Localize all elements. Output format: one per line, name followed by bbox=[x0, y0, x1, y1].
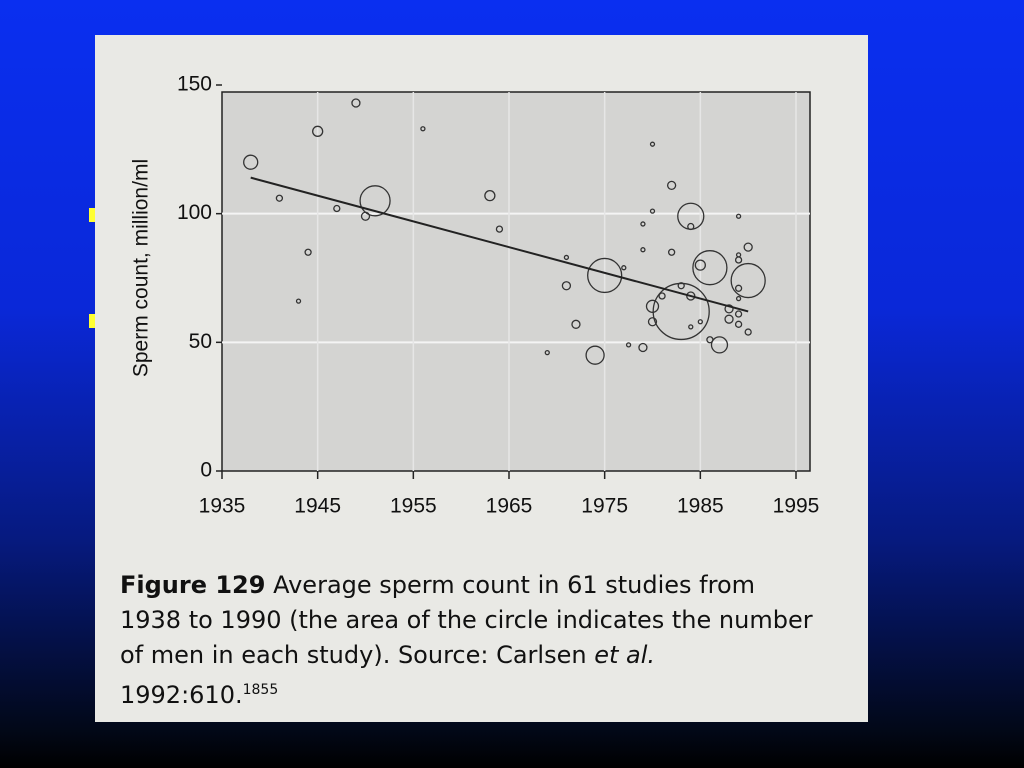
bubble bbox=[666, 180, 677, 191]
bubble bbox=[563, 254, 570, 261]
caption-italic: et al. bbox=[594, 641, 656, 669]
bubble bbox=[351, 98, 361, 108]
bubble bbox=[484, 190, 496, 202]
bubble bbox=[645, 299, 660, 313]
bubble bbox=[692, 250, 728, 286]
bubble bbox=[724, 304, 734, 314]
x-tick-label: 1985 bbox=[677, 495, 724, 518]
bubble bbox=[585, 345, 605, 365]
figure-label: Figure 129 bbox=[120, 571, 266, 599]
bubble bbox=[710, 336, 729, 354]
bubble bbox=[561, 281, 572, 291]
bubble bbox=[621, 265, 627, 271]
bubble bbox=[677, 282, 685, 290]
bubble bbox=[697, 319, 703, 325]
bubble bbox=[735, 295, 742, 302]
bubble bbox=[688, 324, 694, 330]
caption-text: Average sperm count in 61 studies from 1… bbox=[120, 571, 813, 669]
bubble bbox=[735, 213, 742, 219]
bullet bbox=[89, 314, 97, 328]
plot-area bbox=[221, 91, 811, 472]
y-tick-label: 50 bbox=[189, 330, 212, 353]
bubble bbox=[667, 248, 676, 256]
bubble bbox=[640, 221, 646, 227]
caption-superscript: 1855 bbox=[242, 682, 279, 698]
x-tick-label: 1955 bbox=[390, 495, 437, 518]
bubble bbox=[687, 222, 695, 231]
bubble bbox=[734, 320, 743, 328]
bubble bbox=[652, 282, 710, 341]
bubble bbox=[640, 247, 646, 253]
bubble bbox=[706, 336, 714, 344]
bubble bbox=[312, 125, 324, 137]
bubble bbox=[730, 262, 766, 299]
bubble bbox=[734, 256, 743, 264]
bubble bbox=[734, 310, 743, 318]
y-axis-label: Sperm count, million/ml bbox=[130, 159, 153, 377]
bubble bbox=[275, 194, 284, 202]
bubble bbox=[243, 154, 259, 170]
x-tick-label: 1935 bbox=[199, 495, 246, 518]
bubble bbox=[743, 242, 753, 252]
bubble bbox=[495, 225, 504, 233]
y-tick-label: 150 bbox=[177, 73, 212, 96]
bubble bbox=[304, 248, 312, 256]
bubble bbox=[333, 204, 341, 213]
bubble bbox=[647, 317, 658, 327]
x-tick-label: 1945 bbox=[294, 495, 341, 518]
bubble bbox=[544, 349, 550, 356]
x-tick-label: 1965 bbox=[486, 495, 533, 518]
bubble bbox=[359, 185, 391, 217]
bubble bbox=[734, 284, 743, 292]
y-tick-label: 0 bbox=[200, 459, 212, 482]
bubble bbox=[724, 314, 734, 324]
caption: Figure 129 Average sperm count in 61 stu… bbox=[120, 568, 820, 713]
bubble bbox=[649, 141, 656, 147]
bubble bbox=[649, 208, 656, 214]
trend-line bbox=[250, 176, 749, 313]
bubble bbox=[744, 328, 752, 336]
bubble bbox=[658, 292, 666, 300]
bubble bbox=[420, 126, 426, 132]
bullet bbox=[89, 208, 97, 222]
x-tick-label: 1975 bbox=[581, 495, 628, 518]
bubble bbox=[625, 342, 632, 348]
caption-citation: 1992:610. bbox=[120, 681, 243, 709]
bubble bbox=[638, 342, 648, 353]
bubble bbox=[295, 298, 302, 304]
bubble bbox=[571, 319, 581, 329]
y-tick-label: 100 bbox=[177, 201, 212, 224]
bubble bbox=[587, 257, 623, 294]
bubble bbox=[686, 291, 696, 301]
bubble bbox=[694, 259, 706, 271]
x-tick-label: 1995 bbox=[773, 495, 820, 518]
